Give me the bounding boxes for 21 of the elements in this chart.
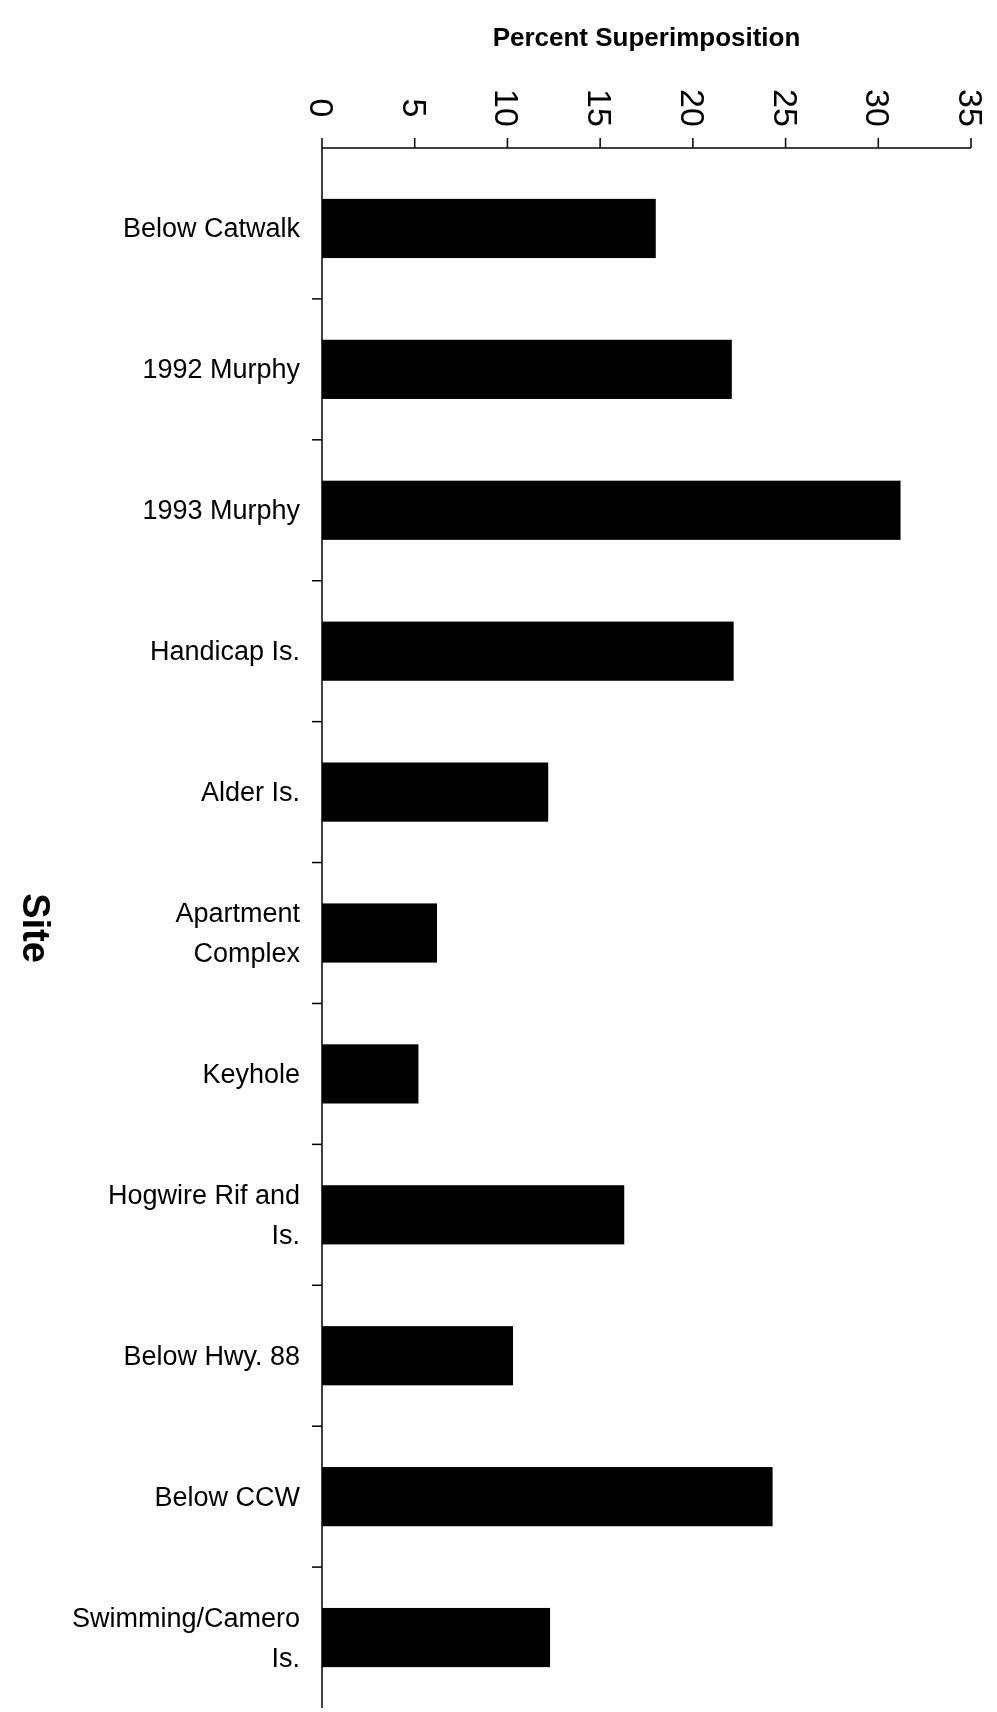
y-tick-label: Below CCW	[154, 1481, 301, 1512]
x-tick-label: 20	[673, 89, 712, 127]
x-tick-label: 15	[581, 89, 620, 127]
y-tick-label: 1992 Murphy	[142, 354, 301, 385]
x-tick-label: 30	[859, 89, 898, 127]
y-tick-label: Hogwire Rif and Is.	[107, 1179, 300, 1250]
x-tick-label: 10	[488, 89, 527, 127]
y-tick-label: Handicap Is.	[149, 636, 300, 667]
y-tick-label: Alder Is.	[200, 777, 300, 808]
x-tick-label: 0	[303, 98, 341, 118]
y-tick-label: Below Catwalk	[122, 213, 301, 244]
y-tick-label: 1993 Murphy	[142, 495, 301, 526]
x-tick-label: 35	[952, 89, 990, 127]
y-tick-label: Swimming/Camero Is.	[71, 1602, 300, 1673]
y-tick-label: Keyhole	[202, 1058, 300, 1089]
x-axis-title: Percent Superimposition	[492, 22, 801, 52]
y-tick-label: Apartment Complex	[175, 898, 301, 968]
y-axis-title: Site	[15, 893, 57, 963]
y-tick-label: Below Hwy. 88	[123, 1340, 300, 1371]
x-tick-label: 25	[766, 89, 805, 127]
x-tick-label: 5	[395, 98, 434, 118]
